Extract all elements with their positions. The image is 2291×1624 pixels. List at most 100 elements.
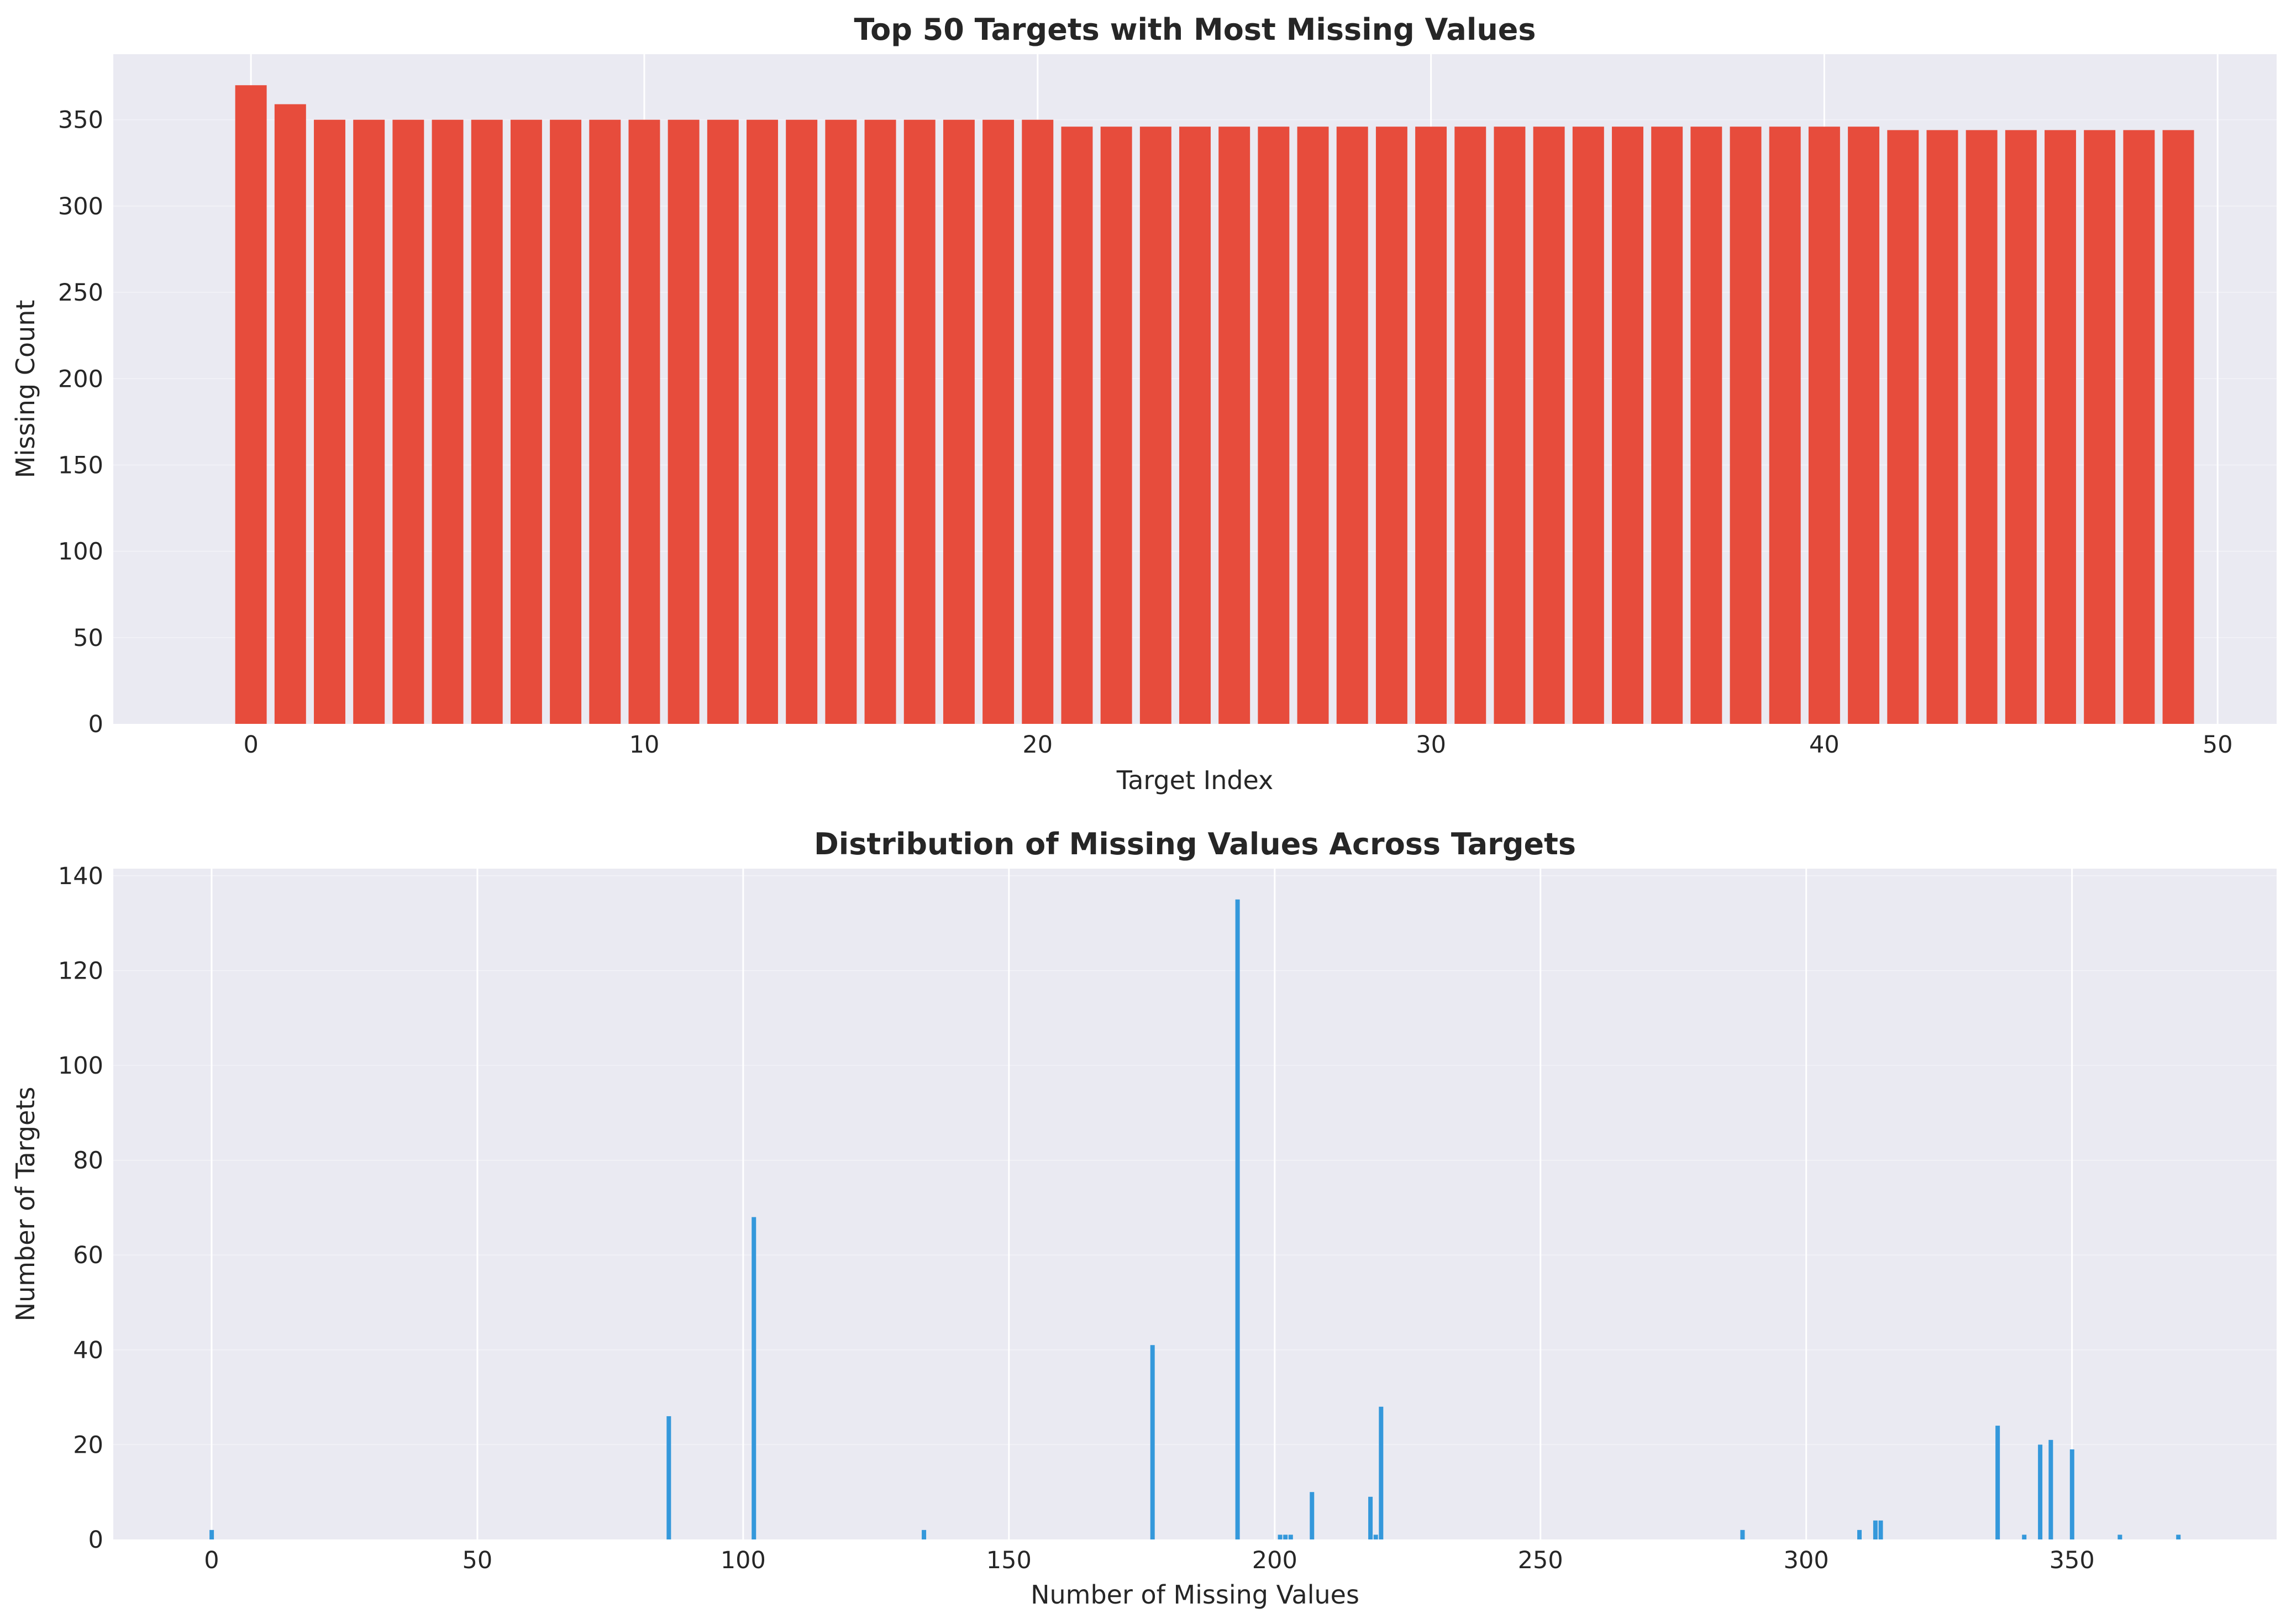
y-tick-label: 0: [88, 1526, 103, 1554]
bar: [1887, 130, 1919, 724]
x-axis-label: Target Index: [1116, 765, 1274, 795]
bar: [1283, 1534, 1288, 1539]
bar: [668, 119, 700, 724]
bar: [1297, 127, 1329, 724]
bar: [314, 119, 345, 724]
chart-title: Top 50 Targets with Most Missing Values: [854, 12, 1536, 47]
bar: [1454, 127, 1486, 724]
x-axis-label: Number of Missing Values: [1031, 1580, 1359, 1610]
bar: [1375, 127, 1407, 724]
bar: [235, 85, 267, 724]
x-tick-label: 50: [463, 1547, 493, 1574]
bar: [1572, 127, 1604, 724]
bar: [786, 119, 818, 724]
bar: [1368, 1496, 1373, 1539]
bar: [1966, 130, 1998, 724]
bar: [1690, 127, 1722, 724]
bar: [2045, 130, 2076, 724]
bar: [752, 1217, 756, 1539]
x-tick-label: 0: [204, 1547, 219, 1574]
bar: [471, 119, 503, 724]
bar: [1288, 1534, 1293, 1539]
bar: [982, 119, 1015, 724]
y-tick-label: 100: [58, 538, 103, 566]
bar: [209, 1530, 214, 1539]
x-tick-label: 350: [2050, 1547, 2095, 1574]
y-axis-label: Missing Count: [10, 300, 40, 479]
bar: [2048, 1439, 2053, 1539]
bar: [1100, 127, 1132, 724]
bar: [2005, 130, 2037, 724]
bar: [1533, 127, 1565, 724]
bar: [2123, 130, 2155, 724]
bar: [274, 104, 306, 724]
y-tick-label: 350: [58, 107, 103, 134]
bar: [1415, 127, 1447, 724]
bar: [432, 119, 464, 724]
bar: [1373, 1534, 1378, 1539]
bar: [1873, 1520, 1878, 1539]
bar: [1848, 127, 1880, 724]
bar: [1808, 127, 1840, 724]
x-tick-label: 300: [1784, 1547, 1829, 1574]
y-tick-label: 100: [58, 1052, 103, 1080]
bar: [1995, 1426, 2000, 1539]
x-tick-label: 150: [986, 1547, 1032, 1574]
x-tick-label: 100: [721, 1547, 766, 1574]
bar: [1139, 127, 1171, 724]
bar: [2069, 1449, 2074, 1539]
x-tick-label: 40: [1809, 731, 1840, 759]
y-tick-label: 200: [58, 365, 103, 393]
bar: [1878, 1520, 1883, 1539]
bar: [1494, 127, 1526, 724]
bar: [1769, 127, 1801, 724]
bar: [1258, 127, 1290, 724]
bar: [1730, 127, 1762, 724]
missing-distribution-chart: 0 50 100 150 200 250 300 350 0 20 40 60 80 100 120 140 D…: [10, 827, 2277, 1610]
bar: [943, 119, 975, 724]
bar: [589, 119, 621, 724]
bar: [1179, 127, 1211, 724]
x-tick-label: 10: [629, 731, 660, 759]
y-tick-label: 0: [88, 711, 103, 738]
bar: [2176, 1534, 2181, 1539]
x-tick-label: 200: [1252, 1547, 1297, 1574]
bar: [903, 119, 936, 724]
y-tick-label: 20: [73, 1431, 103, 1459]
x-tick-label: 20: [1022, 731, 1053, 759]
bar: [747, 119, 778, 724]
bar: [707, 119, 739, 724]
bar: [864, 119, 896, 724]
bar: [510, 119, 542, 724]
bar: [550, 119, 582, 724]
bar: [1278, 1534, 1283, 1539]
x-tick-label: 30: [1416, 731, 1446, 759]
bar: [2162, 130, 2194, 724]
y-tick-label: 50: [73, 624, 103, 652]
bar: [1150, 1345, 1155, 1539]
bar: [1651, 127, 1683, 724]
y-tick-label: 60: [73, 1242, 103, 1269]
bar: [666, 1416, 671, 1539]
y-tick-label: 120: [58, 957, 103, 985]
bar: [825, 119, 857, 724]
bar: [1235, 899, 1240, 1539]
y-tick-label: 80: [73, 1147, 103, 1175]
bar: [1612, 127, 1643, 724]
bar: [1310, 1492, 1315, 1539]
bar: [2038, 1444, 2043, 1539]
y-axis-label: Number of Targets: [10, 1087, 40, 1322]
bar: [2117, 1534, 2122, 1539]
bar: [1061, 127, 1093, 724]
bar: [1926, 130, 1958, 724]
bar: [628, 119, 660, 724]
y-tick-label: 250: [58, 279, 103, 307]
y-tick-label: 40: [73, 1337, 103, 1364]
x-tick-label: 0: [243, 731, 258, 759]
bar: [2022, 1534, 2027, 1539]
y-tick-label: 300: [58, 193, 103, 220]
chart-title: Distribution of Missing Values Across Ta…: [814, 827, 1576, 861]
bar: [1740, 1530, 1745, 1539]
plot-area: [113, 869, 2277, 1539]
